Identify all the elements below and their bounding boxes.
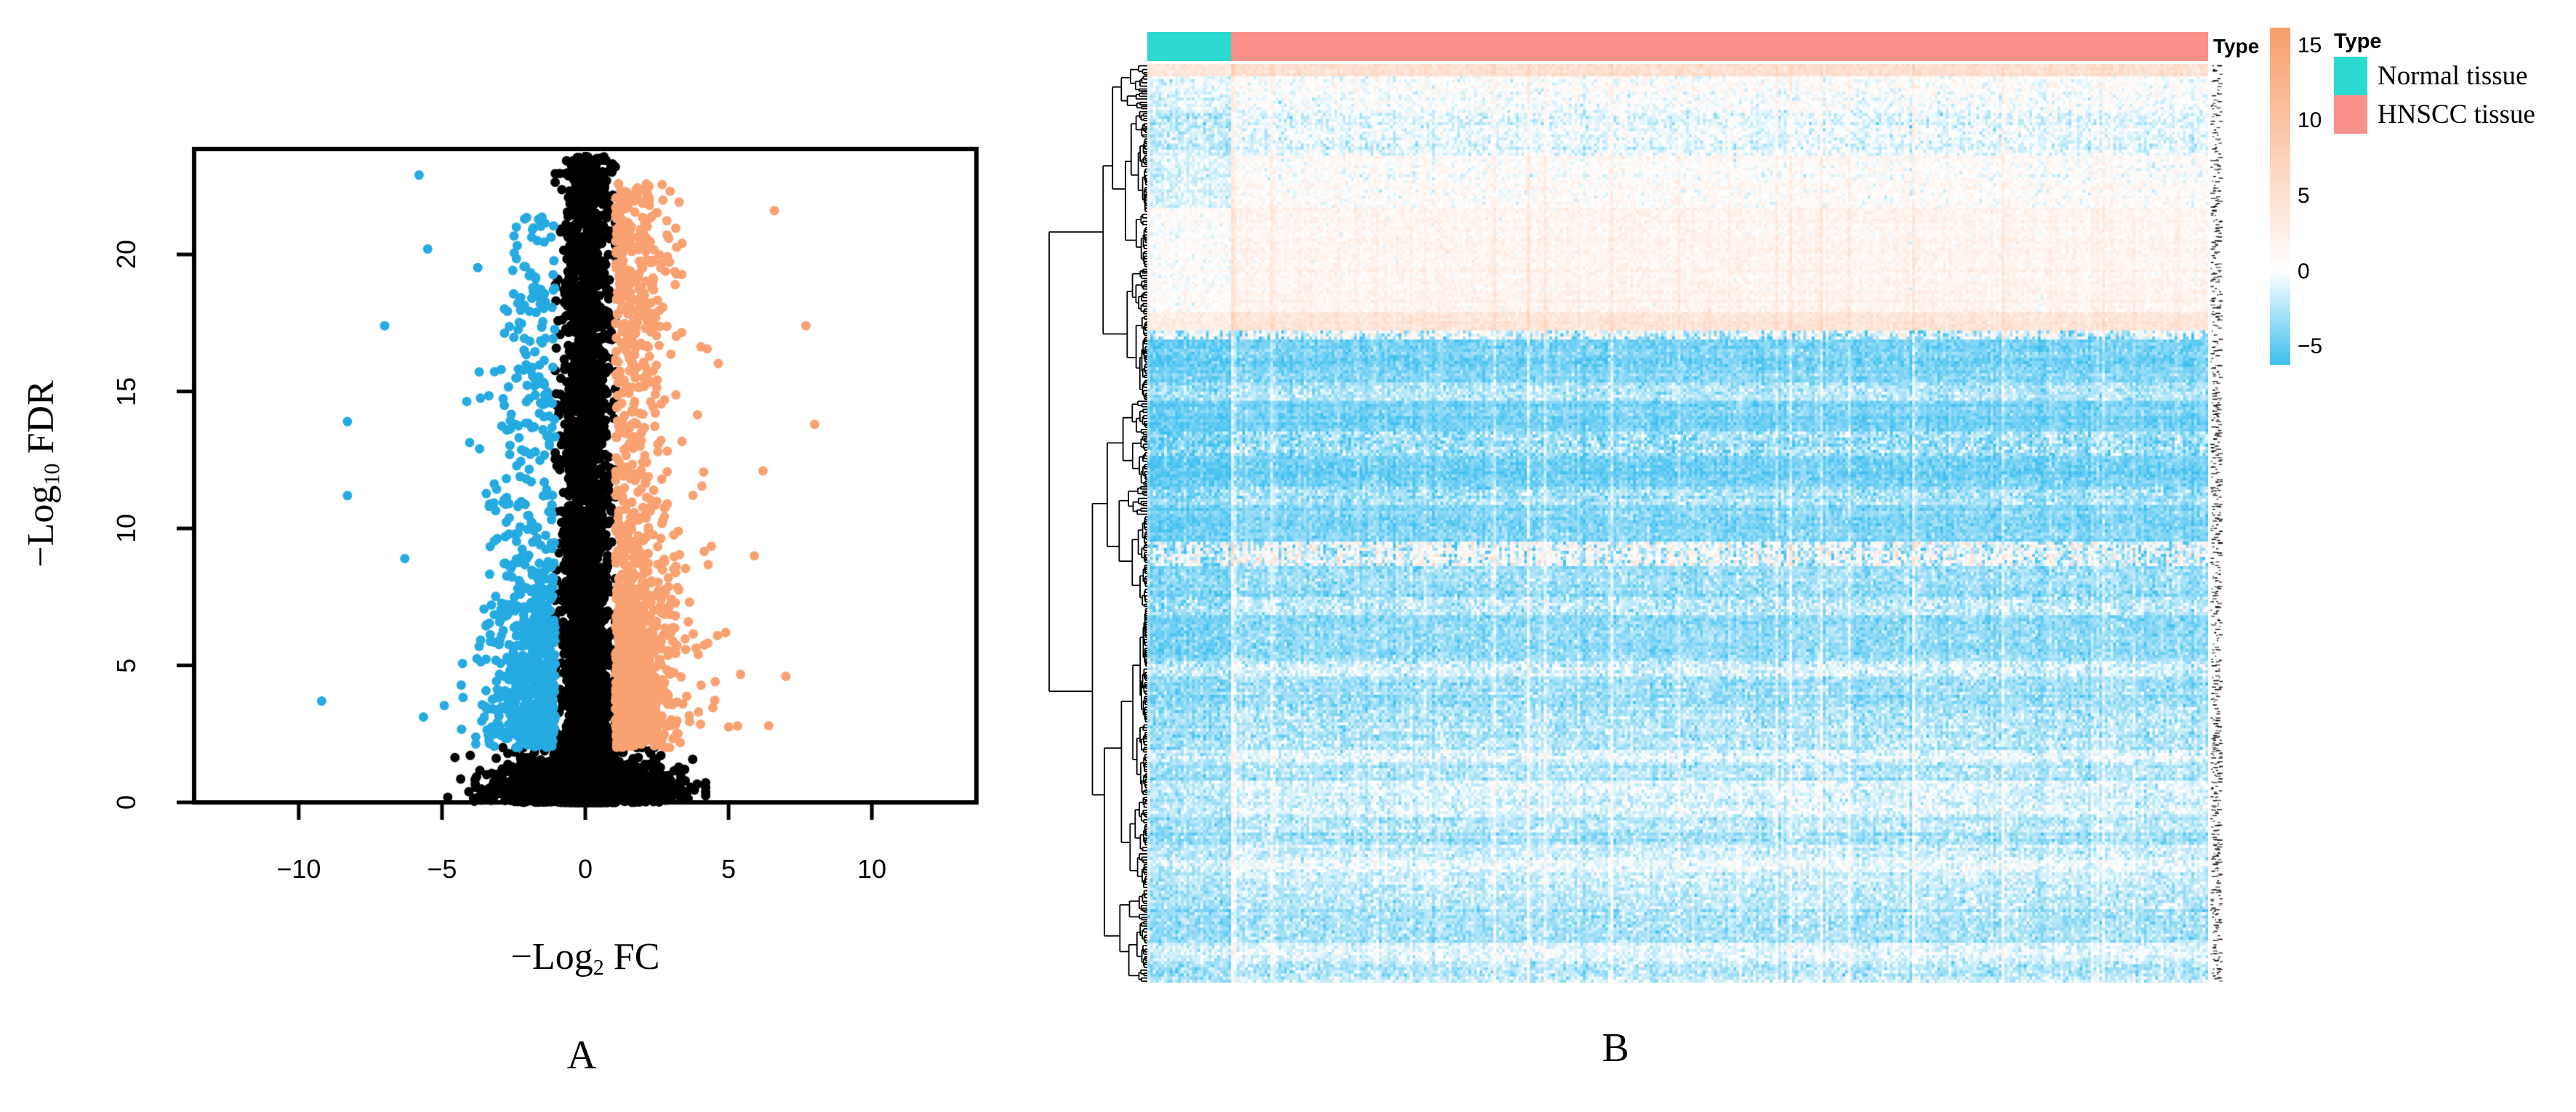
row-labels-strip [2210,64,2223,983]
x-tick-label: 5 [721,854,737,884]
y-tick-label: 0 [111,794,141,810]
volcano-panel: −10 −5 0 5 10 0 5 10 15 20 −Log10 FDR −Log2 FC A [0,0,1105,1112]
colorbar-gradient [2270,28,2290,365]
colorbar-tick-label: 10 [2298,108,2322,133]
colorbar-tick-label: 15 [2298,33,2322,57]
y-axis-title: −Log10 FDR [20,380,65,567]
annotation-segment-normal-tissue [1147,32,1232,61]
panel-b-label: B [1602,1026,1629,1071]
type-legend: Type Normal tissue HNSCC tissue [2334,29,2576,134]
legend-entry-hnscc-tissue: HNSCC tissue [2334,95,2576,134]
normal-tissue-swatch [2334,57,2367,95]
legend-entry-normal-tissue: Normal tissue [2334,57,2576,95]
colorbar-tick-label: −5 [2298,334,2323,359]
y-tick-label: 10 [111,514,141,544]
dendrogram-branches [1048,65,1147,982]
normal-tissue-label: Normal tissue [2378,61,2528,91]
heatmap-panel: Type 15 10 5 0 −5 Type Normal tissue HNSCC t… [1032,0,2576,1112]
y-axis-title-post: FDR [20,380,62,464]
annotation-segment-hnscc-tissue [1231,32,2208,61]
hnscc-tissue-label: HNSCC tissue [2378,100,2535,129]
y-tick-label: 15 [111,376,141,406]
x-axis-title: −Log2 FC [511,935,660,980]
annotation-track-title: Type [2213,35,2260,57]
hnscc-tissue-swatch [2334,95,2367,134]
column-annotation-bar [1147,32,2208,61]
y-axis-title-sub: 10 [39,463,65,486]
x-axis-title-pre: −Log [510,935,593,978]
y-tick-label: 5 [111,658,141,673]
y-tick-label: 20 [111,240,141,270]
x-tick-label: 10 [857,854,887,884]
colorbar-tick-label: 5 [2298,184,2310,208]
x-axis-title-sub: 2 [593,955,604,980]
legend-title: Type [2334,30,2382,53]
x-tick-label: −10 [276,854,321,884]
volcano-plot-canvas [0,0,1105,1112]
y-axis-title-pre: −Log [20,485,62,568]
x-tick-label: −5 [427,854,457,884]
x-tick-label: 0 [577,854,593,884]
panel-a-label: A [566,1033,597,1078]
heatmap-body-canvas [1147,64,2208,983]
colorbar-tick-label: 0 [2298,259,2310,283]
x-axis-title-post: FC [603,935,660,978]
row-dendrogram [1048,65,1147,982]
